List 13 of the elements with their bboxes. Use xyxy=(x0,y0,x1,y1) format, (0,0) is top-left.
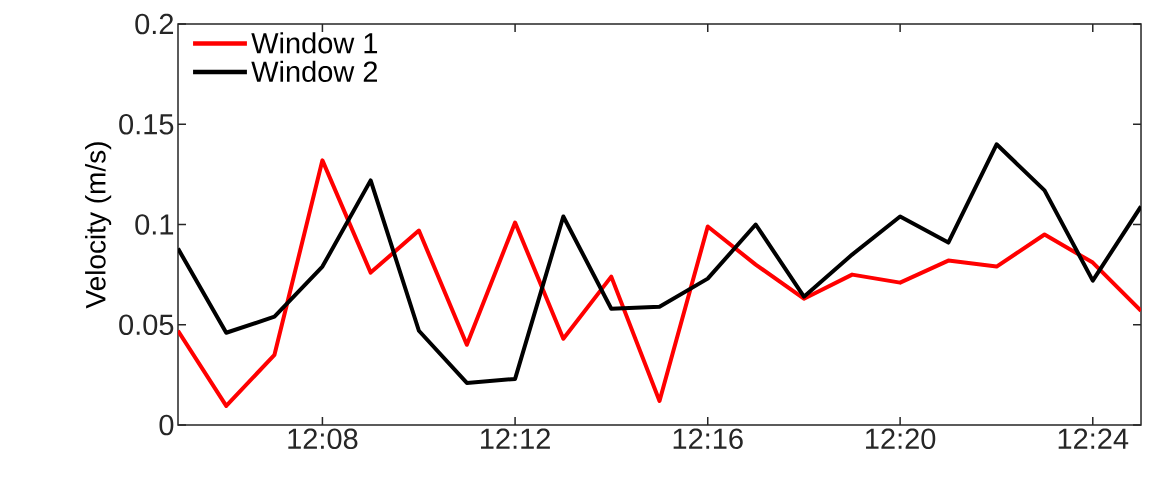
y-tick-label: 0.1 xyxy=(135,214,174,235)
y-axis-title: Velocity (m/s) xyxy=(85,142,112,309)
x-tick-label: 12:24 xyxy=(1058,428,1129,449)
y-tick-label: 0.2 xyxy=(135,13,174,35)
legend-label: Window 1 xyxy=(251,32,378,54)
legend-label: Window 2 xyxy=(251,60,377,82)
x-tick-label: 12:20 xyxy=(866,428,936,450)
x-tick-label: 12:16 xyxy=(673,428,743,450)
y-tick-label: 0.05 xyxy=(119,314,174,336)
y-tick-label: 0.15 xyxy=(119,113,174,135)
y-tick-label: 0 xyxy=(159,414,174,436)
x-tick-label: 12:12 xyxy=(481,428,550,449)
x-tick-label: 12:08 xyxy=(288,428,358,450)
